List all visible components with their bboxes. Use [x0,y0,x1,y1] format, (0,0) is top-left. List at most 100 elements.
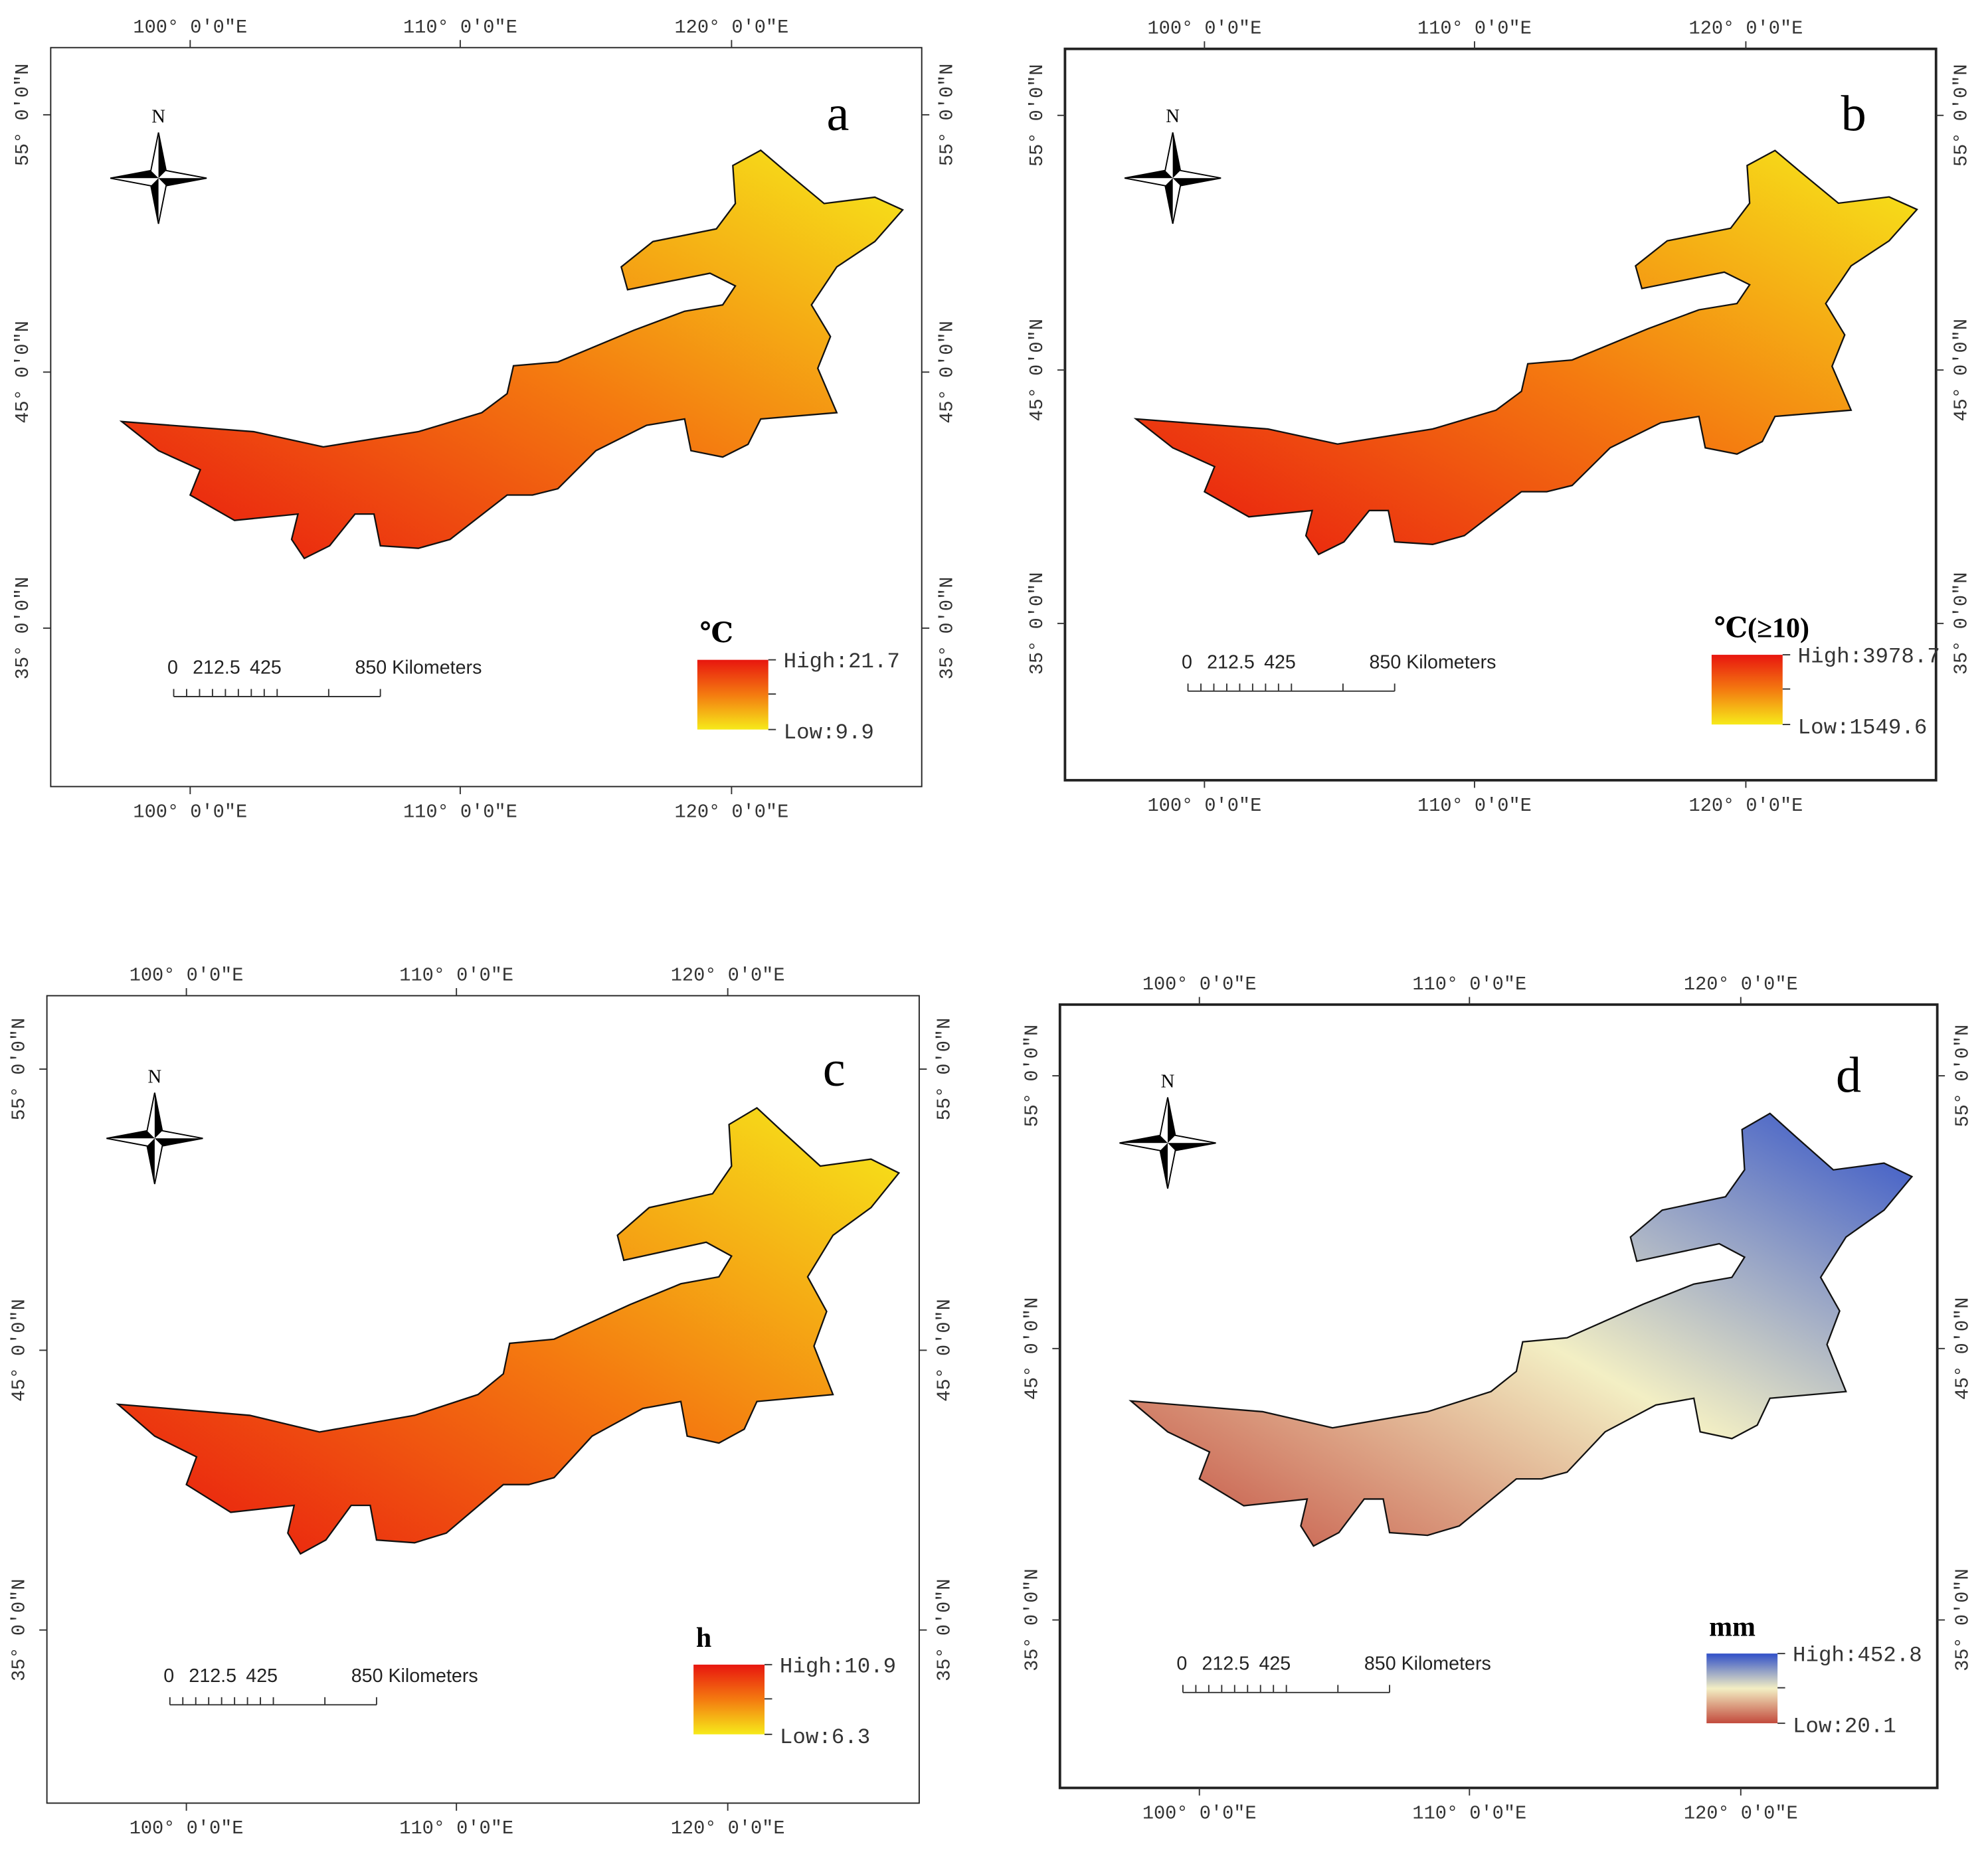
scale-label: 425 [1264,651,1296,673]
scale-label: 212.5 [1202,1653,1250,1674]
map-frame [50,46,923,788]
north-label: N [1161,1070,1175,1092]
lat-label: 45° 0′0″N [1951,1298,1973,1400]
lon-label: 110° 0′0″E [403,801,517,823]
scale-label: 0 [1176,1653,1187,1674]
scale-label: 0 [163,1665,174,1687]
legend-unit: ℃(≥10) [1714,613,1809,643]
lat-label: 35° 0′0″N [8,1578,30,1681]
compass [106,1092,203,1185]
map-panel: 100° 0′0″E 100° 0′0″E 110° 0′0″E 110° 0′0″E… [8,965,955,1840]
lon-label: 100° 0′0″E [130,965,244,987]
scale-label: 212.5 [193,657,240,679]
map-panel: 100° 0′0″E 100° 0′0″E 110° 0′0″E 110° 0′0″E… [1021,973,1973,1824]
lon-label: 120° 0′0″E [671,965,785,987]
lon-label: 110° 0′0″E [399,1817,513,1839]
lat-label: 55° 0′0″N [1026,64,1048,167]
lon-label: 120° 0′0″E [671,1817,785,1839]
scale-label: 850 Kilometers [351,1665,478,1687]
lat-label: 35° 0′0″N [12,577,34,680]
lat-label: 45° 0′0″N [1021,1298,1043,1400]
region [119,149,904,560]
scale-label: 0 [1182,651,1192,673]
legend-unit: mm [1709,1612,1756,1642]
scale-label: 425 [246,1665,278,1687]
compass [110,132,207,224]
legend-low: Low:9.9 [784,720,874,745]
lon-label: 110° 0′0″E [399,965,513,987]
legend-high: High:452.8 [1793,1643,1922,1668]
scale-label: 850 Kilometers [1370,651,1496,673]
legend-low: Low:20.1 [1793,1714,1896,1738]
scale-label: 212.5 [189,1665,236,1687]
lon-label: 120° 0′0″E [1689,18,1803,40]
lon-label: 120° 0′0″E [1689,795,1803,817]
lon-label: 110° 0′0″E [1417,795,1532,817]
lon-label: 100° 0′0″E [1147,795,1261,817]
map-panel: 100° 0′0″E 100° 0′0″E 110° 0′0″E 110° 0′0″E… [1026,18,1973,817]
lat-label: 55° 0′0″N [12,64,34,167]
lat-label: 45° 0′0″N [934,1299,956,1402]
legend-ramp [1711,655,1783,725]
lat-label: 55° 0′0″N [937,64,958,167]
scale-label: 850 Kilometers [1364,1653,1491,1674]
lon-label: 110° 0′0″E [1417,18,1532,40]
lon-label: 110° 0′0″E [403,17,517,39]
legend-ramp [693,1664,765,1734]
north-label: N [151,106,165,127]
map-frame [1058,1003,1939,1790]
lon-label: 100° 0′0″E [1142,973,1257,995]
scale-label: 0 [167,657,178,679]
scale-label: 212.5 [1207,651,1255,673]
panel-letter: a [827,85,850,141]
scale-label: 425 [250,657,282,679]
legend-high: High:21.7 [784,649,900,674]
legend-unit: h [696,1623,711,1653]
panel-letter: b [1841,85,1866,141]
lat-label: 55° 0′0″N [1951,64,1973,167]
lat-label: 45° 0′0″N [1951,319,1973,422]
north-label: N [148,1066,162,1087]
legend-low: Low:1549.6 [1798,715,1928,740]
lon-label: 120° 0′0″E [1684,973,1798,995]
lat-label: 35° 0′0″N [1021,1568,1043,1671]
lon-label: 100° 0′0″E [130,1817,244,1839]
map-panel: 100° 0′0″E 100° 0′0″E 110° 0′0″E 110° 0′0″E… [12,17,958,823]
lat-label: 45° 0′0″N [12,321,34,424]
panel-letter: c [823,1041,846,1097]
legend-high: High:10.9 [780,1654,896,1679]
lon-label: 100° 0′0″E [1147,18,1261,40]
panel-letter: d [1836,1047,1861,1103]
lon-label: 120° 0′0″E [1684,1802,1798,1824]
region [116,1106,901,1555]
scale-label: 850 Kilometers [355,657,482,679]
lat-label: 55° 0′0″N [8,1018,30,1121]
lat-label: 55° 0′0″N [1951,1025,1973,1128]
lon-label: 100° 0′0″E [133,801,247,823]
legend-low: Low:6.3 [780,1725,870,1750]
lat-label: 35° 0′0″N [1951,572,1973,675]
lat-label: 35° 0′0″N [934,1578,956,1681]
lat-label: 35° 0′0″N [1026,572,1048,675]
legend-high: High:3978.7 [1798,645,1940,669]
lon-label: 100° 0′0″E [133,17,247,39]
legend-unit: ℃ [700,618,733,649]
lon-label: 120° 0′0″E [674,801,788,823]
lat-label: 45° 0′0″N [937,321,958,424]
lon-label: 110° 0′0″E [1412,973,1526,995]
lat-label: 55° 0′0″N [1021,1025,1043,1128]
lon-label: 100° 0′0″E [1142,1802,1257,1824]
lat-label: 35° 0′0″N [937,577,958,680]
lon-label: 110° 0′0″E [1412,1802,1526,1824]
map-frame [1063,47,1938,782]
lat-label: 55° 0′0″N [934,1018,956,1121]
lat-label: 45° 0′0″N [8,1299,30,1402]
scale-label: 425 [1259,1653,1291,1674]
legend-ramp [697,659,768,730]
region [1129,1112,1914,1547]
compass [1124,132,1221,224]
map-frame [46,995,920,1804]
north-label: N [1166,106,1180,127]
